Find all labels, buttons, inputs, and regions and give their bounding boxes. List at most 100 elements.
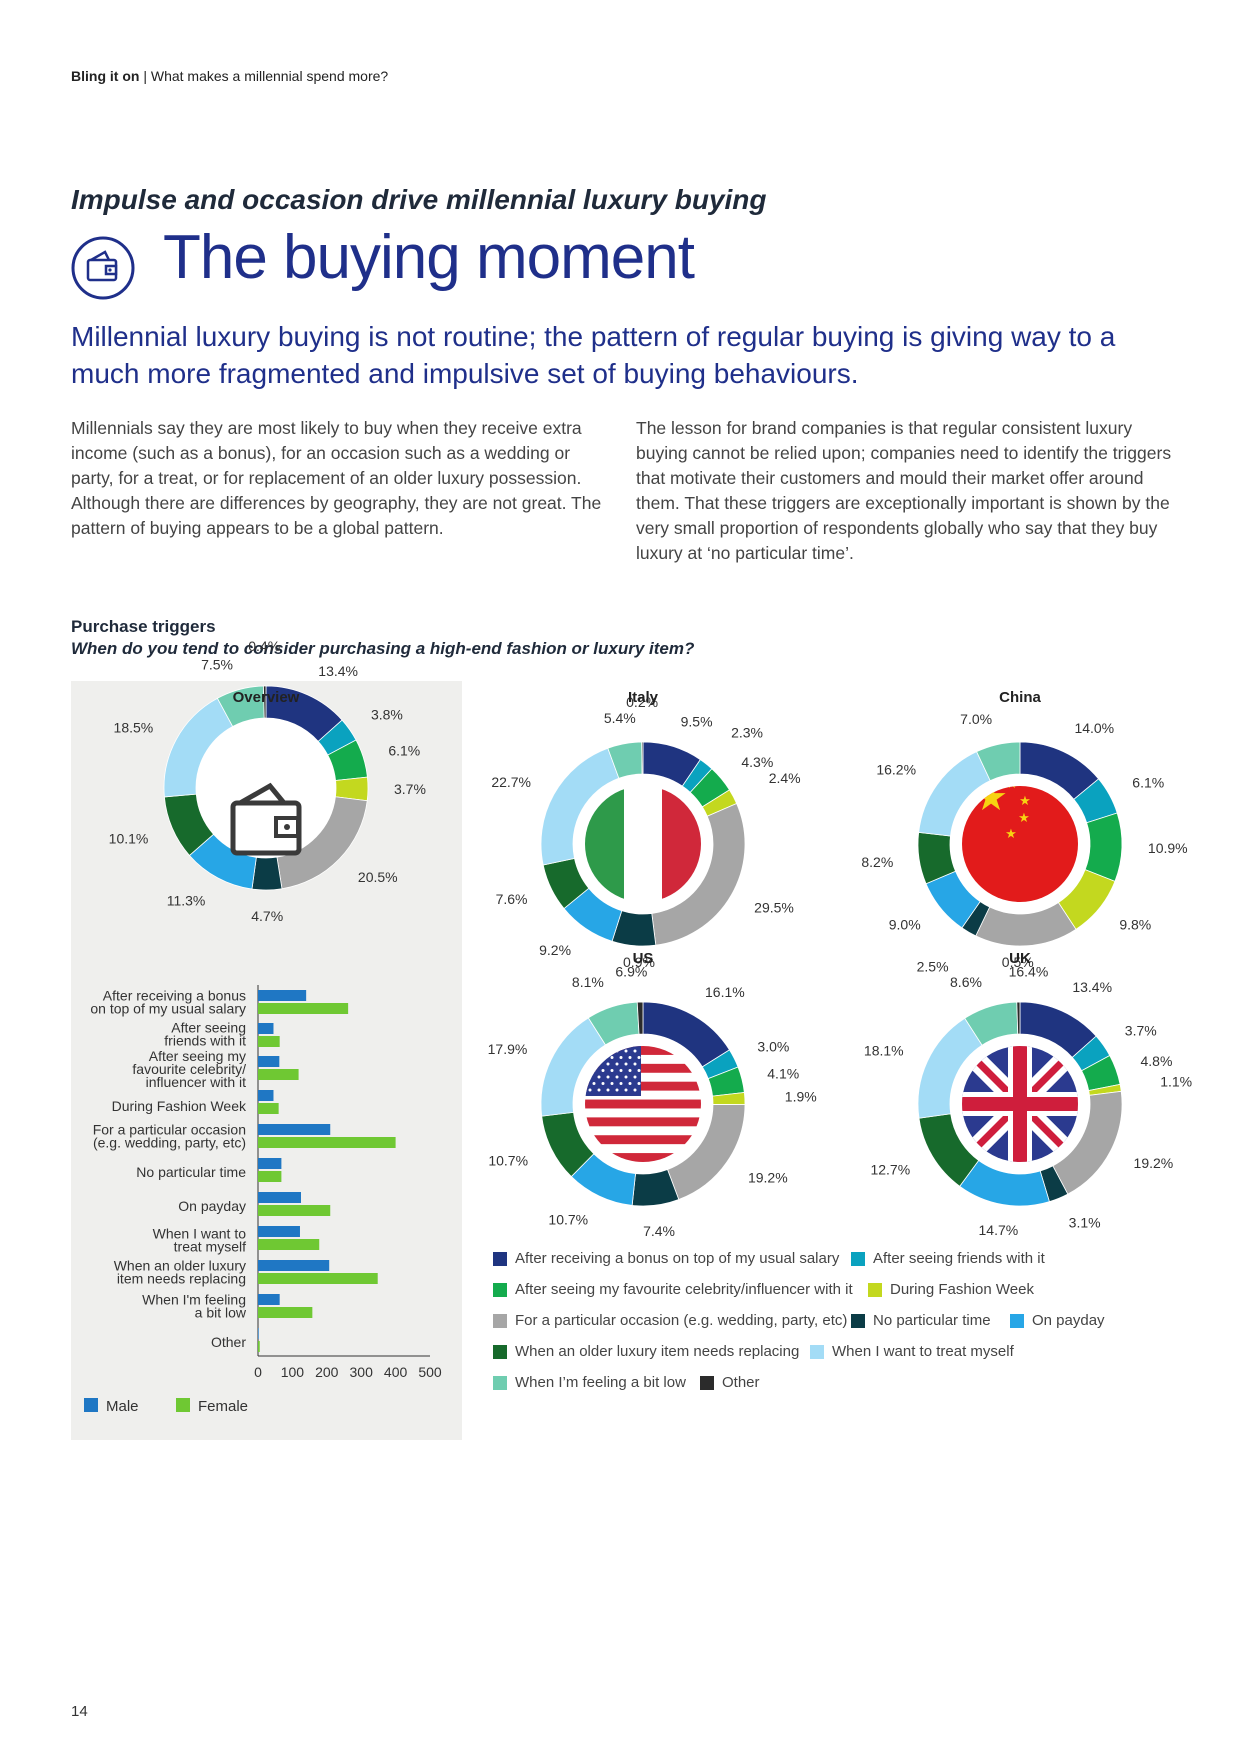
- uk-slice-2: [1081, 1054, 1121, 1092]
- legend-swatch: [851, 1313, 865, 1328]
- svg-text:★: ★: [1006, 776, 1018, 791]
- us-label-9: 8.1%: [572, 974, 604, 990]
- us-label-5: 7.4%: [643, 1223, 675, 1239]
- italy-label-4: 29.5%: [754, 899, 794, 915]
- us-centre: [573, 1034, 713, 1174]
- uk-label-2: 4.8%: [1140, 1053, 1172, 1069]
- china-slice-0: [1019, 741, 1100, 800]
- uk-label-0: 13.4%: [1072, 979, 1112, 995]
- legend-label: After seeing friends with it: [873, 1250, 1045, 1267]
- china-slice-9: [976, 741, 1021, 782]
- legend-label: For a particular occasion (e.g. wedding,…: [515, 1312, 848, 1329]
- legend-swatch: [493, 1251, 507, 1266]
- italy-label-1: 2.3%: [731, 725, 763, 741]
- legend-item-6: On payday: [1010, 1312, 1105, 1329]
- italy-label-8: 22.7%: [491, 774, 531, 790]
- china-slice-8: [918, 751, 991, 837]
- china-slice-4: [975, 901, 1077, 947]
- uk-label-5: 3.1%: [1069, 1214, 1101, 1230]
- running-subtitle: What makes a millennial spend more?: [150, 68, 389, 84]
- legend-swatch: [493, 1313, 507, 1328]
- legend-label: On payday: [1032, 1312, 1105, 1329]
- uk-flag-icon: [962, 1046, 1078, 1162]
- uk-slice-8: [917, 1017, 983, 1119]
- legend-swatch: [810, 1344, 824, 1359]
- us-slice-8: [540, 1017, 607, 1117]
- legend-item-2: After seeing my favourite celebrity/infl…: [493, 1281, 853, 1298]
- uk-slice-1: [1071, 1035, 1111, 1072]
- uk-slice-10: [1016, 1001, 1021, 1035]
- china-label-8: 16.2%: [876, 761, 916, 777]
- uk-donut-chart: 13.4% 3.7% 4.8% 1.1% 19.2% 3.1% 14.7% 12.7% 18.1…: [864, 950, 1192, 1238]
- svg-text:★: ★: [1004, 770, 1017, 786]
- italy-slice-4: [651, 802, 746, 946]
- us-label-3: 1.9%: [785, 1088, 817, 1104]
- uk-label-7: 12.7%: [870, 1162, 910, 1178]
- uk-label-6: 14.7%: [979, 1222, 1019, 1238]
- body-left: Millennials say they are most likely to …: [71, 418, 602, 538]
- italy-slice-8: [540, 747, 620, 866]
- uk-slice-7: [918, 1113, 980, 1187]
- legend-swatch: [868, 1282, 882, 1297]
- italy-label-0: 9.5%: [681, 714, 713, 730]
- china-donut-chart: 14.0% 6.1% 10.9% 9.8% 16.4% 2.5% 9.0% 8.2% 16.2%…: [861, 689, 1187, 980]
- page-number: 14: [71, 1703, 88, 1720]
- italy-title: Italy: [628, 689, 659, 706]
- china-label-5: 2.5%: [917, 959, 949, 975]
- uk-label-3: 1.1%: [1160, 1074, 1192, 1090]
- overview-panel: [71, 681, 462, 1440]
- china-slice-3: [1057, 869, 1116, 930]
- legend-label: During Fashion Week: [890, 1281, 1034, 1298]
- us-label-10: 0.9%: [623, 954, 655, 970]
- running-title: Bling it on: [71, 68, 140, 84]
- us-slice-5: [631, 1169, 680, 1207]
- us-slice-10: [636, 1001, 644, 1035]
- china-slice-7: [917, 831, 957, 885]
- china-label-1: 6.1%: [1132, 775, 1164, 791]
- china-label-0: 14.0%: [1074, 720, 1114, 736]
- uk-label-8: 18.1%: [864, 1043, 904, 1059]
- china-slice-2: [1084, 812, 1123, 882]
- us-donut-chart: 16.1% 3.0% 4.1% 1.9% 19.2% 7.4% 10.7% 10.7% 17.9…: [488, 950, 817, 1239]
- uk-centre: [950, 1034, 1090, 1174]
- china-label-4: 16.4%: [1009, 964, 1049, 980]
- italy-label-3: 2.4%: [769, 770, 801, 786]
- italy-centre: [573, 774, 713, 914]
- uk-label-10: 0.5%: [1002, 954, 1034, 970]
- china-label-3: 9.8%: [1119, 917, 1151, 933]
- italy-label-6: 9.2%: [539, 942, 571, 958]
- legend-swatch: [700, 1375, 714, 1390]
- uk-slice-9: [964, 1001, 1019, 1046]
- uk-slice-0: [1019, 1001, 1097, 1058]
- svg-text:★: ★: [1018, 810, 1030, 825]
- italy-label-9: 5.4%: [604, 710, 636, 726]
- legend-swatch: [493, 1282, 507, 1297]
- china-slice-1: [1073, 778, 1118, 824]
- italy-slice-7: [542, 857, 590, 910]
- us-label-1: 3.0%: [757, 1039, 789, 1055]
- legend-item-10: Other: [700, 1374, 760, 1391]
- legend-swatch: [1010, 1313, 1024, 1328]
- legend-label: No particular time: [873, 1312, 991, 1329]
- us-slice-3: [712, 1092, 746, 1106]
- italy-slice-6: [563, 887, 623, 942]
- italy-label-5: 6.9%: [615, 963, 647, 979]
- us-slice-9: [587, 1001, 640, 1046]
- kicker: Impulse and occasion drive millennial lu…: [71, 184, 767, 215]
- uk-slice-3: [1088, 1083, 1122, 1096]
- legend-item-3: During Fashion Week: [868, 1281, 1034, 1298]
- legend-swatch: [851, 1251, 865, 1266]
- china-label-2: 10.9%: [1148, 840, 1188, 856]
- italy-label-10: 0.2%: [626, 694, 658, 710]
- legend-item-4: For a particular occasion (e.g. wedding,…: [493, 1312, 847, 1329]
- lead-paragraph: Millennial luxury buying is not routine;…: [71, 321, 1116, 389]
- us-label-7: 10.7%: [488, 1152, 528, 1168]
- us-slice-7: [541, 1111, 595, 1178]
- svg-text:★: ★: [1005, 826, 1017, 841]
- uk-slice-6: [959, 1159, 1050, 1207]
- italy-slice-9: [607, 741, 643, 779]
- us-label-0: 16.1%: [705, 984, 745, 1000]
- italy-flag-icon: [585, 786, 701, 902]
- legend-label: When an older luxury item needs replacin…: [515, 1343, 800, 1360]
- china-flag-icon: ★ ★ ★ ★ ★ ★: [962, 770, 1078, 902]
